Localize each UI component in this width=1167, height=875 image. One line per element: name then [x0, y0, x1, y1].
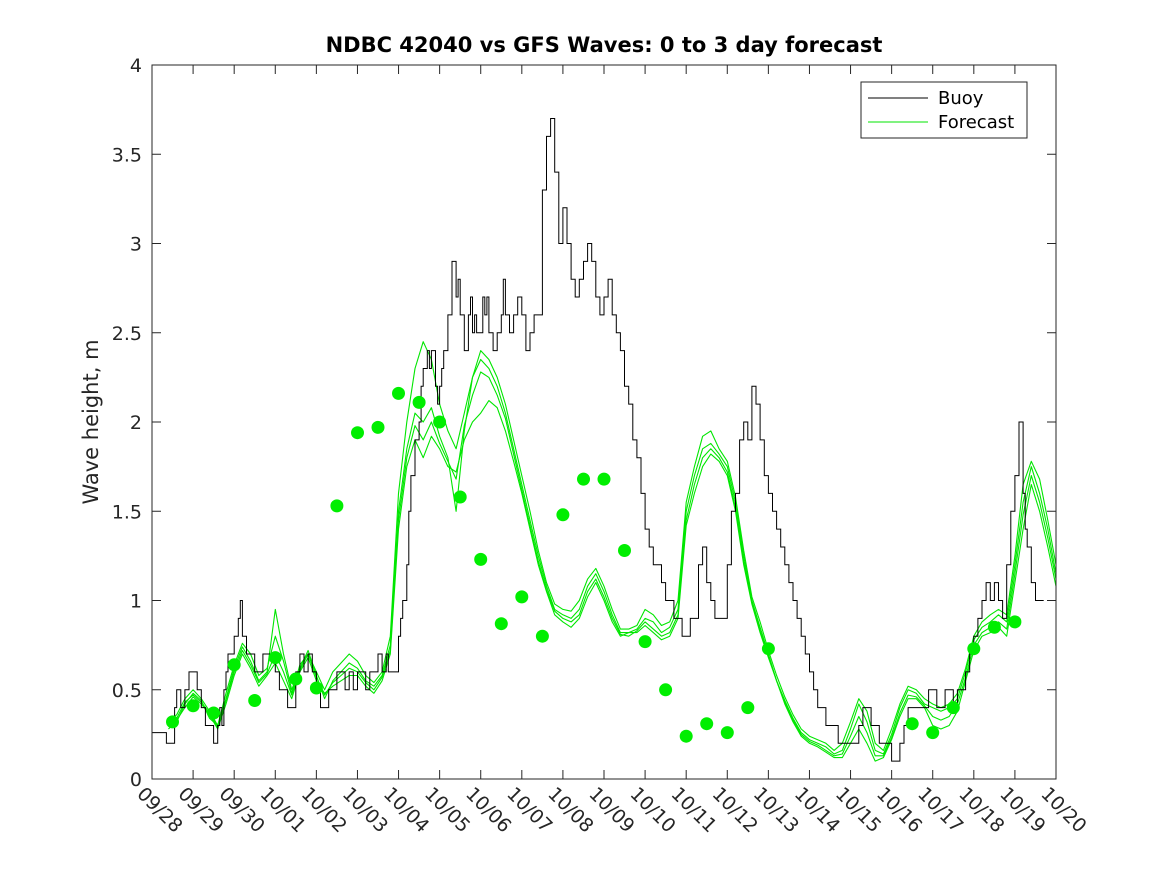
analysis-point	[166, 715, 179, 729]
analysis-point	[433, 415, 447, 429]
analysis-point	[618, 544, 631, 557]
y-tick-label: 2	[130, 412, 142, 434]
analysis-point	[207, 706, 221, 720]
analysis-point	[412, 395, 426, 409]
analysis-point	[494, 617, 508, 631]
y-tick-label: 2.5	[112, 323, 142, 345]
plot-area	[152, 65, 1056, 779]
analysis-point	[248, 694, 262, 707]
analysis-point	[700, 717, 714, 731]
analysis-point	[392, 386, 405, 400]
plot-frame	[151, 64, 1057, 780]
analysis-point	[351, 426, 364, 440]
analysis-point	[741, 701, 755, 715]
analysis-point	[659, 683, 673, 697]
analysis-point	[330, 499, 344, 513]
analysis-point	[309, 681, 323, 695]
y-tick-label: 1.5	[112, 501, 142, 523]
analysis-point	[289, 672, 303, 686]
y-tick-label: 0.5	[112, 680, 142, 702]
analysis-point	[761, 642, 775, 656]
analysis-point	[1008, 615, 1022, 629]
analysis-point	[905, 717, 919, 731]
y-tick-label: 3	[130, 234, 142, 256]
legend: Buoy Forecast	[860, 81, 1028, 139]
y-tick-label: 3.5	[112, 144, 142, 166]
buoy-line	[152, 118, 1044, 762]
series-layer	[152, 118, 1057, 762]
analysis-point	[186, 699, 200, 713]
legend-box	[860, 81, 1028, 139]
y-axis-label: Wave height, m	[79, 339, 103, 504]
analysis-point	[597, 472, 611, 486]
analysis-point	[515, 590, 529, 604]
analysis-point	[679, 729, 693, 743]
analysis-point	[926, 726, 940, 740]
analysis-point	[474, 552, 488, 566]
y-axis-ticks: 0 0.5 1 1.5 2 2.5 3 3.5 4	[112, 55, 1056, 791]
y-tick-label: 0	[130, 769, 142, 791]
legend-buoy-label: Buoy	[938, 88, 984, 109]
y-tick-label: 4	[130, 55, 142, 77]
analysis-point	[946, 701, 960, 715]
analysis-point	[227, 658, 241, 672]
analysis-point	[268, 651, 282, 665]
chart-title: NDBC 42040 vs GFS Waves: 0 to 3 day fore…	[326, 33, 883, 57]
analysis-point	[987, 620, 1001, 634]
legend-forecast-label: Forecast	[938, 112, 1014, 133]
analysis-point	[556, 508, 570, 522]
analysis-point	[638, 635, 652, 649]
analysis-point	[577, 472, 590, 486]
analysis-point	[453, 490, 467, 504]
y-tick-label: 1	[130, 591, 142, 613]
analysis-point	[967, 642, 981, 656]
analysis-point	[535, 629, 549, 643]
analysis-point	[720, 726, 734, 740]
analysis-point	[371, 420, 385, 434]
